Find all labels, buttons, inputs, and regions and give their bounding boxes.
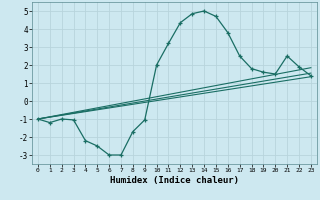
X-axis label: Humidex (Indice chaleur): Humidex (Indice chaleur) — [110, 176, 239, 185]
